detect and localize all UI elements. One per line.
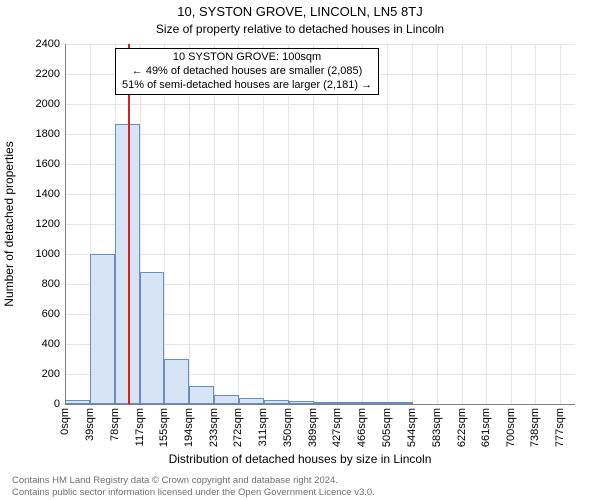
x-tick-label: 777sqm [554, 408, 566, 447]
annotation-line: ← 49% of detached houses are smaller (2,… [122, 65, 372, 79]
histogram-bar [90, 254, 115, 404]
plot-area: 10 SYSTON GROVE: 100sqm ← 49% of detache… [65, 44, 575, 404]
y-tick-label: 2200 [10, 68, 60, 80]
y-tick-label: 800 [10, 278, 60, 290]
x-tick-label: 194sqm [183, 408, 195, 447]
chart-title: 10, SYSTON GROVE, LINCOLN, LN5 8TJ [0, 4, 600, 19]
x-tick-label: 0sqm [59, 408, 71, 435]
x-tick-label: 389sqm [307, 408, 319, 447]
x-tick-label: 544sqm [406, 408, 418, 447]
y-tick-label: 600 [10, 308, 60, 320]
y-axis-line [65, 44, 66, 404]
x-axis-label: Distribution of detached houses by size … [0, 452, 600, 466]
y-tick-label: 200 [10, 368, 60, 380]
histogram-bar [164, 359, 189, 404]
x-tick-label: 466sqm [356, 408, 368, 447]
x-tick-label: 233sqm [208, 408, 220, 447]
x-tick-label: 78sqm [109, 408, 121, 441]
x-tick-label: 622sqm [456, 408, 468, 447]
x-tick-label: 700sqm [505, 408, 517, 447]
x-tick-label: 117sqm [134, 408, 146, 446]
histogram-bar [140, 272, 165, 404]
x-axis-line [65, 404, 575, 405]
reference-line [128, 44, 130, 404]
gridline-h [65, 164, 575, 165]
y-tick-label: 1600 [10, 158, 60, 170]
y-tick-label: 1400 [10, 188, 60, 200]
y-tick-label: 2000 [10, 98, 60, 110]
histogram-bar [214, 395, 239, 404]
gridline-h [65, 194, 575, 195]
y-tick-label: 2400 [10, 38, 60, 50]
annotation-box: 10 SYSTON GROVE: 100sqm ← 49% of detache… [115, 48, 379, 95]
y-tick-label: 1000 [10, 248, 60, 260]
y-tick-label: 1200 [10, 218, 60, 230]
x-tick-label: 427sqm [331, 408, 343, 447]
gridline-h [65, 44, 575, 45]
chart-subtitle: Size of property relative to detached ho… [0, 22, 600, 36]
x-tick-label: 505sqm [381, 408, 393, 447]
gridline-h [65, 134, 575, 135]
x-tick-label: 738sqm [529, 408, 541, 447]
gridline-h [65, 254, 575, 255]
x-tick-label: 311sqm [257, 408, 269, 446]
y-tick-label: 0 [10, 398, 60, 410]
chart-root: 10, SYSTON GROVE, LINCOLN, LN5 8TJ Size … [0, 0, 600, 500]
x-tick-label: 272sqm [232, 408, 244, 447]
x-tick-label: 661sqm [480, 408, 492, 447]
footer-attribution: Contains HM Land Registry data © Crown c… [12, 475, 588, 498]
x-tick-label: 39sqm [84, 408, 96, 441]
x-tick-label: 583sqm [431, 408, 443, 447]
x-tick-label: 155sqm [158, 408, 170, 447]
footer-line: Contains HM Land Registry data © Crown c… [12, 475, 588, 486]
gridline-h [65, 104, 575, 105]
y-tick-label: 400 [10, 338, 60, 350]
annotation-line: 10 SYSTON GROVE: 100sqm [122, 51, 372, 65]
gridline-h [65, 224, 575, 225]
annotation-line: 51% of semi-detached houses are larger (… [122, 79, 372, 93]
y-tick-label: 1800 [10, 128, 60, 140]
x-tick-label: 350sqm [282, 408, 294, 447]
histogram-bar [189, 386, 214, 404]
footer-line: Contains public sector information licen… [12, 487, 588, 498]
